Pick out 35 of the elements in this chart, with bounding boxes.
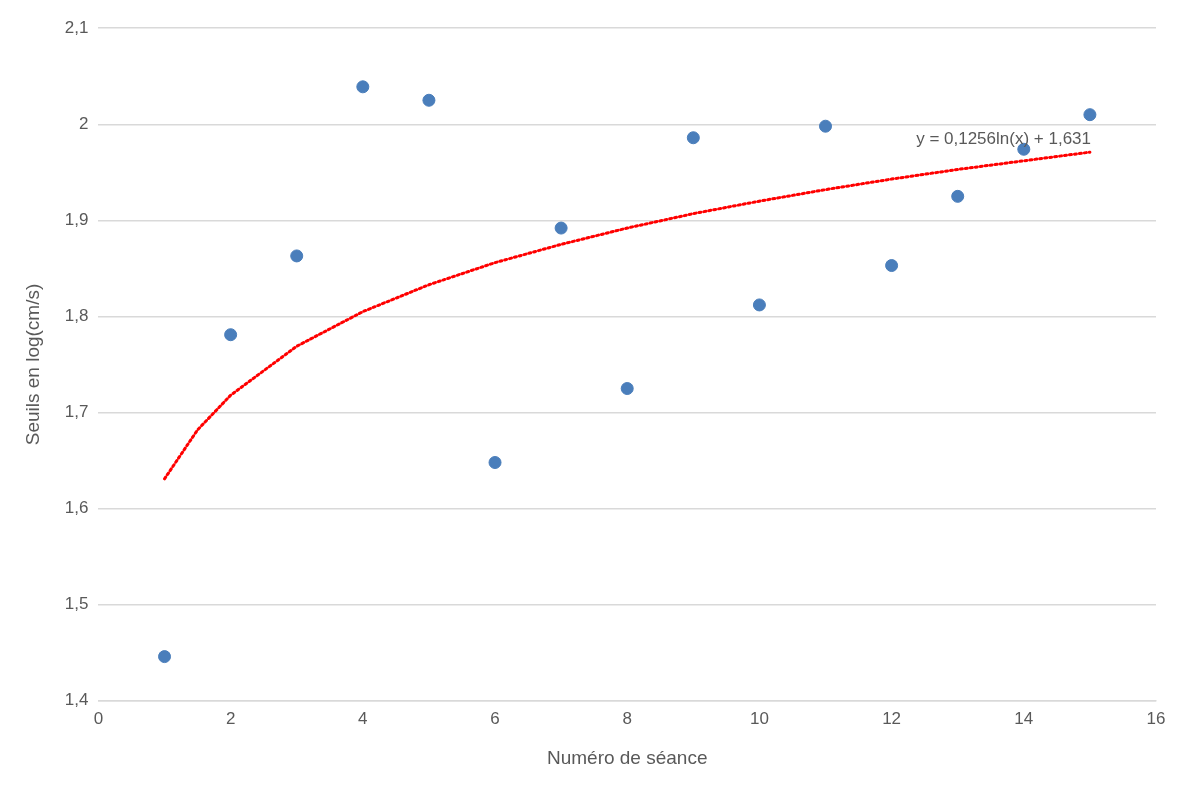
point <box>422 93 436 107</box>
y-tick-label: 1,5 <box>64 594 89 614</box>
x-tick-label: 12 <box>882 708 902 728</box>
point <box>224 328 238 342</box>
y-axis-title: Seuils en log(cm/s) <box>21 283 43 446</box>
x-axis-title: Numéro de séance <box>546 746 708 768</box>
x-tick-label: 16 <box>1146 708 1166 728</box>
point <box>686 131 700 145</box>
y-tick-label: 1,6 <box>64 498 89 518</box>
x-tick-label: 4 <box>358 708 368 728</box>
x-tick-label: 8 <box>622 708 632 728</box>
point <box>290 249 304 263</box>
x-tick-label: 2 <box>225 708 236 728</box>
y-tick-label: 2,1 <box>64 17 89 37</box>
line-series <box>163 150 1092 481</box>
x-tick-label: 0 <box>93 708 104 728</box>
point <box>752 298 766 312</box>
point <box>488 456 502 470</box>
point <box>819 119 833 133</box>
x-tick-label: 6 <box>490 708 500 728</box>
x-tick-label: 14 <box>1014 708 1034 728</box>
point <box>158 650 172 664</box>
y-tick-label: 1,8 <box>64 306 89 326</box>
point <box>951 189 965 203</box>
point <box>620 382 634 396</box>
y-tick-label: 2 <box>78 113 89 133</box>
annotation: y = 0,1256ln(x) + 1,631 <box>916 128 1091 148</box>
point <box>1083 108 1097 122</box>
y-tick-label: 1,4 <box>64 690 89 710</box>
x-tick-label: 10 <box>749 708 769 728</box>
y-tick-label: 1,7 <box>64 402 89 422</box>
y-tick-label: 1,9 <box>64 210 89 230</box>
point <box>356 80 370 94</box>
point <box>885 259 899 273</box>
point <box>554 221 568 235</box>
